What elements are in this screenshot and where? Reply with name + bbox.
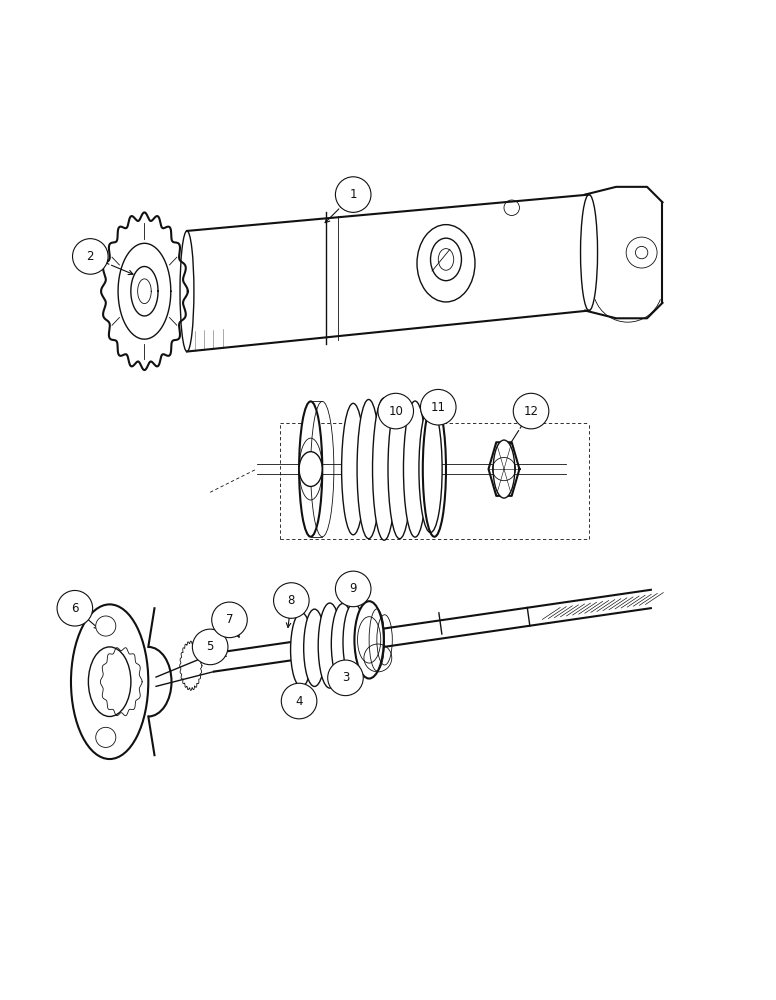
Ellipse shape	[341, 403, 365, 535]
Circle shape	[421, 389, 456, 425]
Ellipse shape	[299, 452, 322, 486]
Circle shape	[192, 629, 228, 665]
Circle shape	[57, 590, 92, 626]
Ellipse shape	[388, 399, 411, 539]
Circle shape	[95, 616, 116, 636]
Ellipse shape	[355, 601, 384, 679]
Ellipse shape	[303, 609, 325, 686]
Ellipse shape	[290, 613, 312, 687]
Text: 8: 8	[288, 594, 295, 607]
Ellipse shape	[71, 604, 148, 759]
Text: 6: 6	[71, 602, 78, 615]
Ellipse shape	[331, 603, 355, 684]
Circle shape	[327, 660, 363, 696]
Ellipse shape	[357, 399, 380, 539]
Text: 2: 2	[87, 250, 94, 263]
Ellipse shape	[299, 401, 322, 537]
Circle shape	[274, 583, 309, 618]
Circle shape	[281, 683, 317, 719]
Circle shape	[513, 393, 549, 429]
Ellipse shape	[419, 406, 442, 532]
Circle shape	[335, 571, 371, 607]
Text: 12: 12	[524, 405, 539, 418]
Ellipse shape	[343, 603, 365, 681]
Circle shape	[95, 727, 116, 747]
Text: 3: 3	[341, 671, 349, 684]
Ellipse shape	[372, 398, 396, 540]
Circle shape	[378, 393, 414, 429]
Text: 5: 5	[206, 640, 214, 653]
Text: 4: 4	[296, 695, 303, 708]
Circle shape	[212, 602, 248, 638]
Text: 7: 7	[226, 613, 234, 626]
Circle shape	[72, 239, 108, 274]
Ellipse shape	[404, 401, 427, 537]
Text: 1: 1	[349, 188, 357, 201]
Circle shape	[335, 177, 371, 212]
Text: 10: 10	[388, 405, 404, 418]
Text: 11: 11	[431, 401, 445, 414]
Ellipse shape	[494, 440, 514, 498]
Ellipse shape	[318, 603, 341, 688]
Text: 9: 9	[349, 582, 357, 595]
